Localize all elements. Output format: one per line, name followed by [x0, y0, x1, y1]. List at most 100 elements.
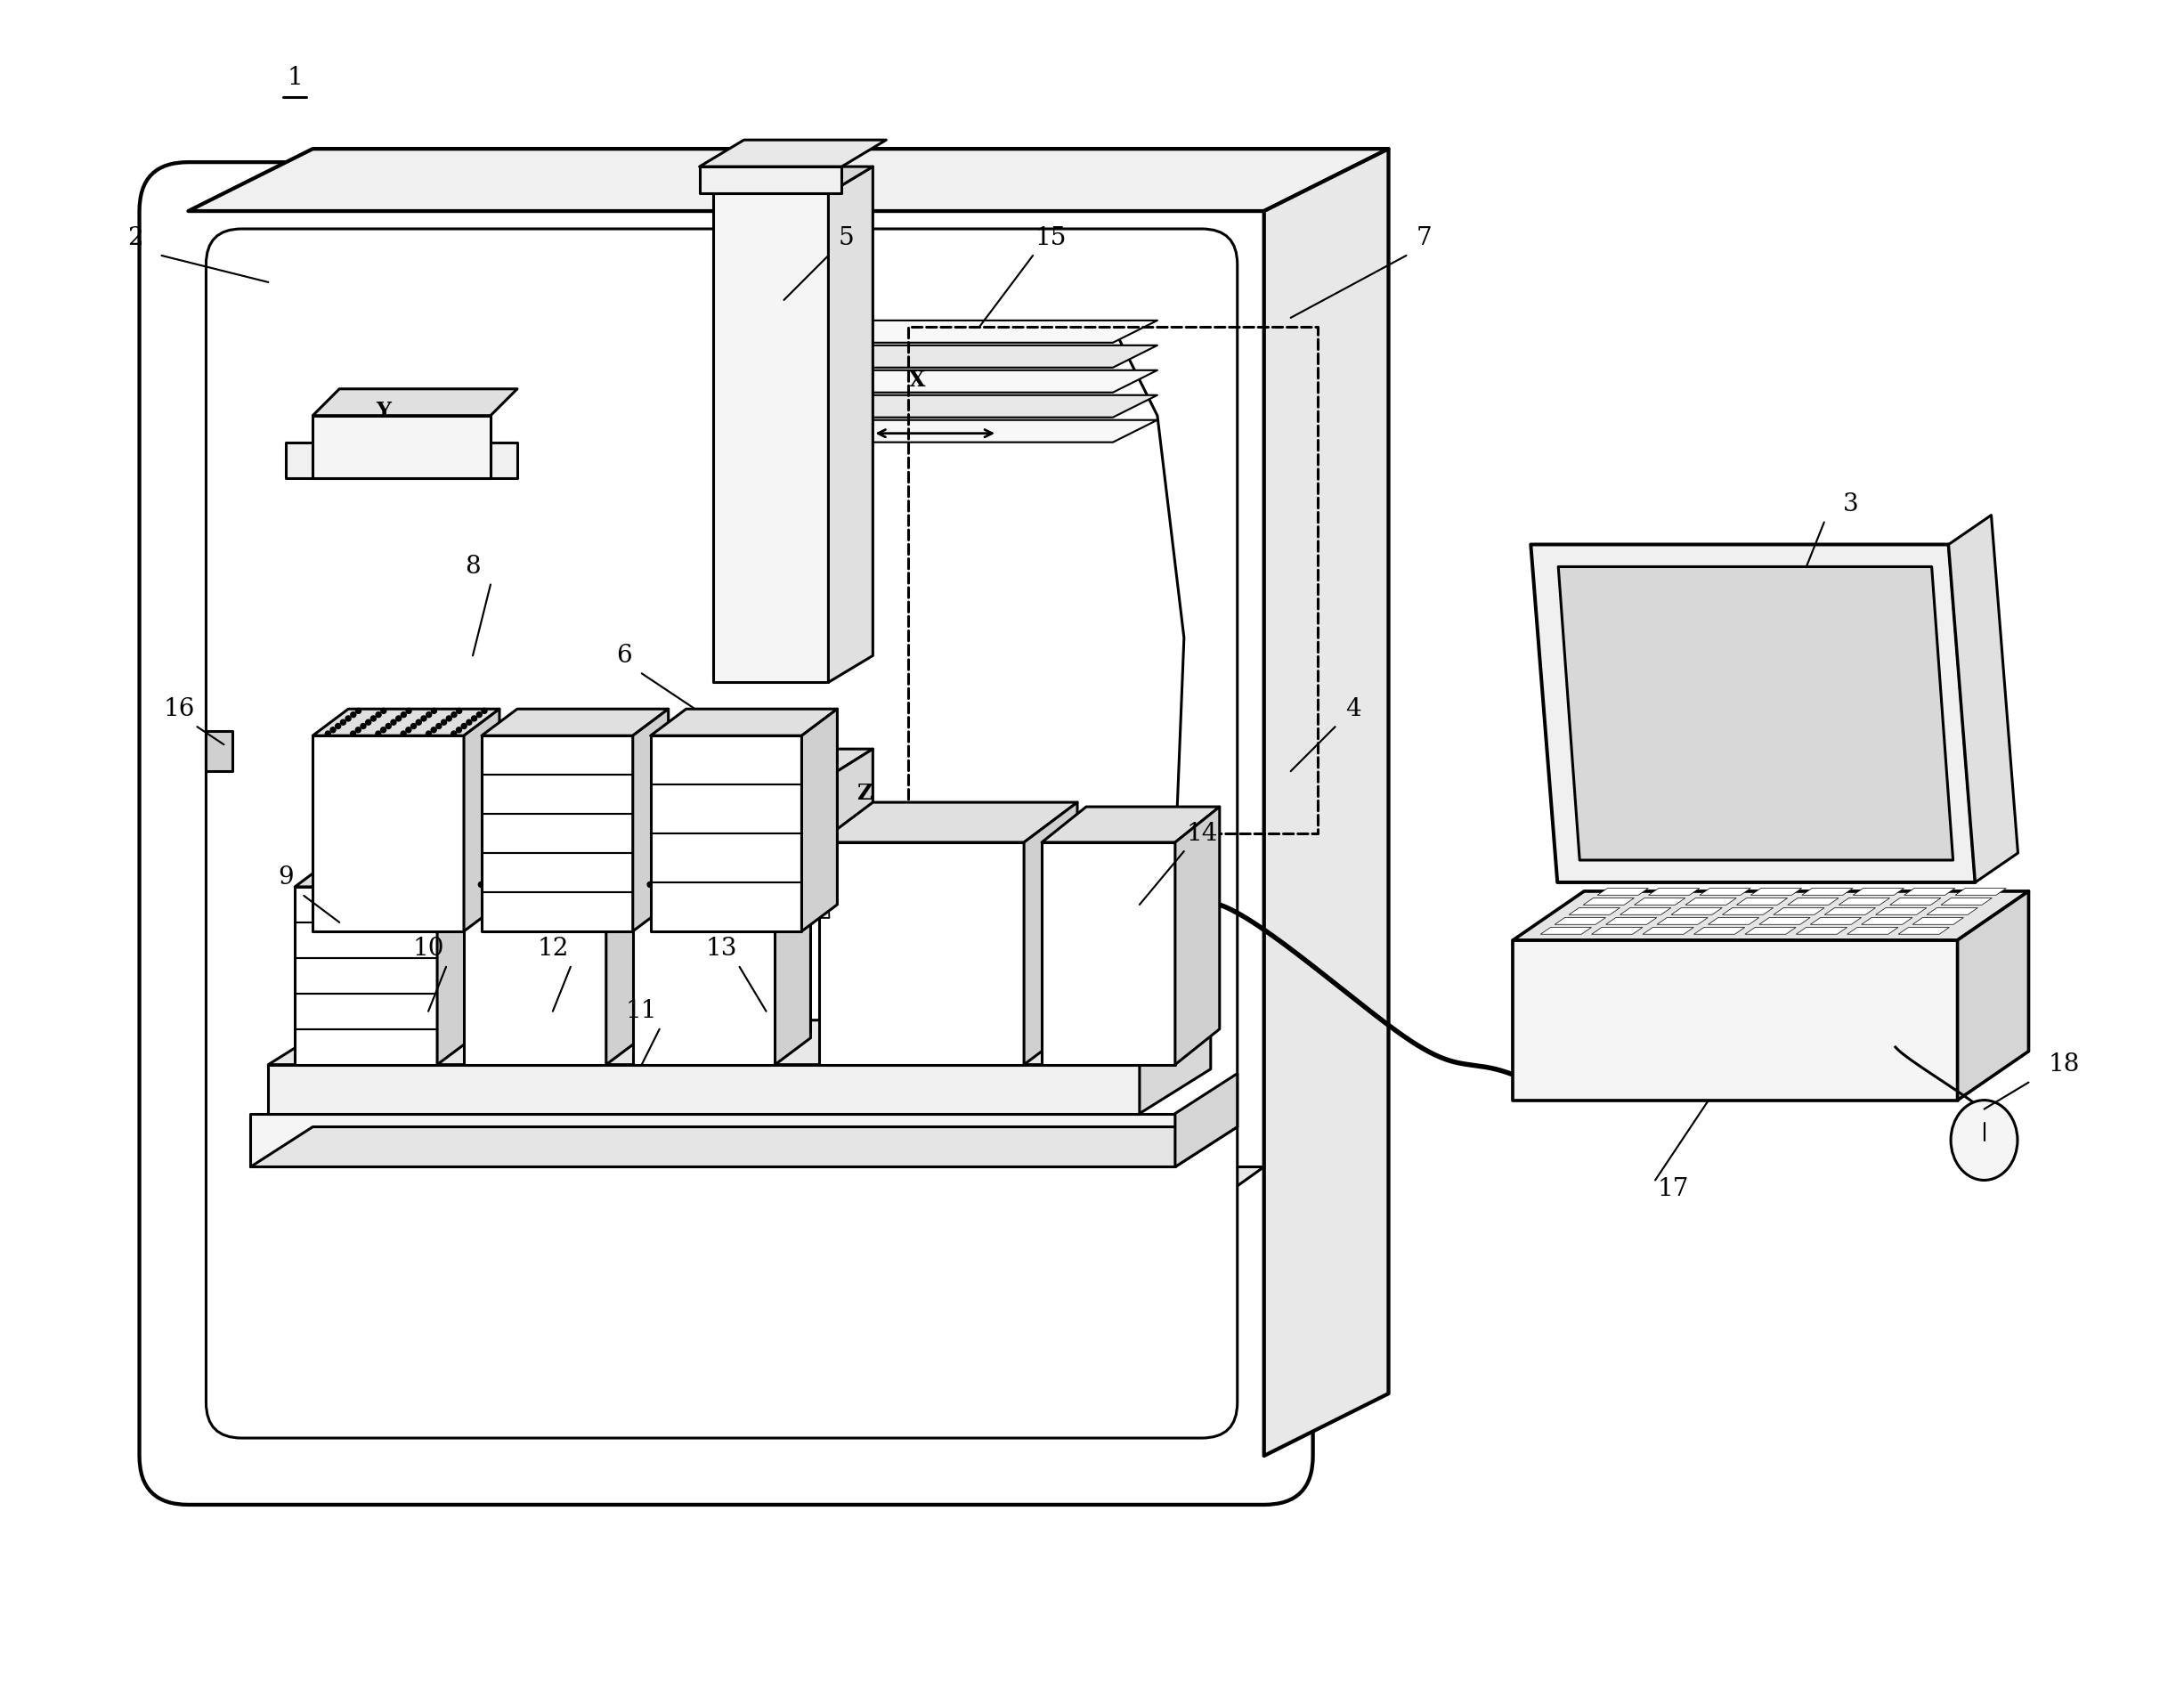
- Circle shape: [762, 882, 767, 887]
- Text: 4: 4: [1345, 698, 1361, 722]
- Circle shape: [376, 732, 380, 737]
- Polygon shape: [1795, 928, 1848, 935]
- Text: 12: 12: [537, 937, 568, 960]
- Circle shape: [336, 723, 341, 728]
- Ellipse shape: [1950, 1100, 2018, 1181]
- Polygon shape: [1942, 897, 1992, 904]
- Text: 18: 18: [2049, 1053, 2079, 1076]
- Polygon shape: [760, 879, 769, 918]
- Circle shape: [325, 732, 330, 737]
- Text: 14: 14: [1186, 821, 1216, 846]
- FancyBboxPatch shape: [140, 162, 1313, 1505]
- Polygon shape: [295, 860, 472, 887]
- Circle shape: [594, 860, 598, 865]
- Circle shape: [456, 727, 461, 732]
- Circle shape: [411, 723, 417, 728]
- Circle shape: [535, 882, 542, 887]
- Polygon shape: [1699, 889, 1752, 896]
- Circle shape: [345, 717, 352, 722]
- Text: 6: 6: [616, 643, 631, 667]
- Circle shape: [496, 868, 502, 873]
- Circle shape: [784, 865, 791, 870]
- Text: 8: 8: [465, 554, 480, 578]
- Circle shape: [531, 865, 535, 870]
- Polygon shape: [295, 887, 437, 1065]
- Polygon shape: [828, 420, 1158, 442]
- Circle shape: [356, 708, 360, 713]
- Polygon shape: [1811, 918, 1861, 925]
- Circle shape: [605, 873, 609, 879]
- Circle shape: [524, 868, 531, 873]
- Polygon shape: [1760, 918, 1811, 925]
- Circle shape: [598, 877, 603, 882]
- Circle shape: [478, 882, 483, 887]
- Circle shape: [699, 865, 705, 870]
- Polygon shape: [1175, 1073, 1238, 1167]
- Circle shape: [376, 711, 382, 717]
- Circle shape: [570, 877, 574, 882]
- Polygon shape: [312, 416, 491, 478]
- Polygon shape: [1559, 566, 1952, 860]
- Polygon shape: [684, 879, 692, 918]
- Circle shape: [548, 873, 553, 879]
- Polygon shape: [1568, 908, 1621, 914]
- Circle shape: [791, 860, 797, 865]
- Polygon shape: [463, 887, 607, 1065]
- Text: 17: 17: [1658, 1177, 1688, 1201]
- Polygon shape: [1913, 918, 1963, 925]
- Polygon shape: [205, 732, 234, 771]
- Polygon shape: [463, 710, 500, 931]
- Circle shape: [402, 711, 406, 717]
- Circle shape: [653, 877, 660, 882]
- Circle shape: [688, 873, 692, 879]
- Circle shape: [467, 720, 472, 725]
- Polygon shape: [312, 389, 518, 416]
- Circle shape: [767, 877, 773, 882]
- Text: 15: 15: [1035, 225, 1066, 249]
- Polygon shape: [819, 879, 830, 918]
- Circle shape: [476, 711, 483, 717]
- Circle shape: [485, 877, 489, 882]
- Circle shape: [723, 868, 727, 873]
- Circle shape: [559, 865, 563, 870]
- Polygon shape: [1671, 908, 1723, 914]
- Circle shape: [406, 727, 411, 732]
- Polygon shape: [828, 167, 874, 682]
- Polygon shape: [699, 140, 887, 167]
- Circle shape: [695, 868, 699, 873]
- Polygon shape: [651, 710, 836, 735]
- Polygon shape: [828, 370, 1158, 392]
- Polygon shape: [729, 879, 738, 918]
- Polygon shape: [1597, 889, 1649, 896]
- Circle shape: [387, 723, 391, 728]
- Polygon shape: [677, 771, 836, 879]
- Polygon shape: [836, 749, 874, 879]
- Circle shape: [356, 727, 360, 732]
- Polygon shape: [463, 860, 642, 887]
- Polygon shape: [677, 749, 874, 771]
- Polygon shape: [633, 860, 810, 887]
- Circle shape: [592, 882, 598, 887]
- Polygon shape: [1621, 908, 1671, 914]
- Polygon shape: [1634, 897, 1686, 904]
- Polygon shape: [1140, 1020, 1210, 1114]
- Circle shape: [646, 882, 653, 887]
- Polygon shape: [1773, 908, 1824, 914]
- Text: 16: 16: [164, 698, 194, 722]
- Circle shape: [738, 877, 745, 882]
- Circle shape: [452, 711, 456, 717]
- Circle shape: [542, 877, 546, 882]
- Polygon shape: [1592, 928, 1642, 935]
- Polygon shape: [1531, 544, 1974, 882]
- Circle shape: [563, 882, 570, 887]
- Polygon shape: [1789, 897, 1839, 904]
- Polygon shape: [607, 860, 642, 1065]
- Polygon shape: [1605, 918, 1658, 925]
- Polygon shape: [1514, 940, 1957, 1100]
- Polygon shape: [651, 735, 802, 931]
- Circle shape: [446, 717, 452, 722]
- Text: 3: 3: [1843, 493, 1859, 517]
- Circle shape: [507, 882, 513, 887]
- Circle shape: [452, 732, 456, 737]
- Polygon shape: [1695, 928, 1745, 935]
